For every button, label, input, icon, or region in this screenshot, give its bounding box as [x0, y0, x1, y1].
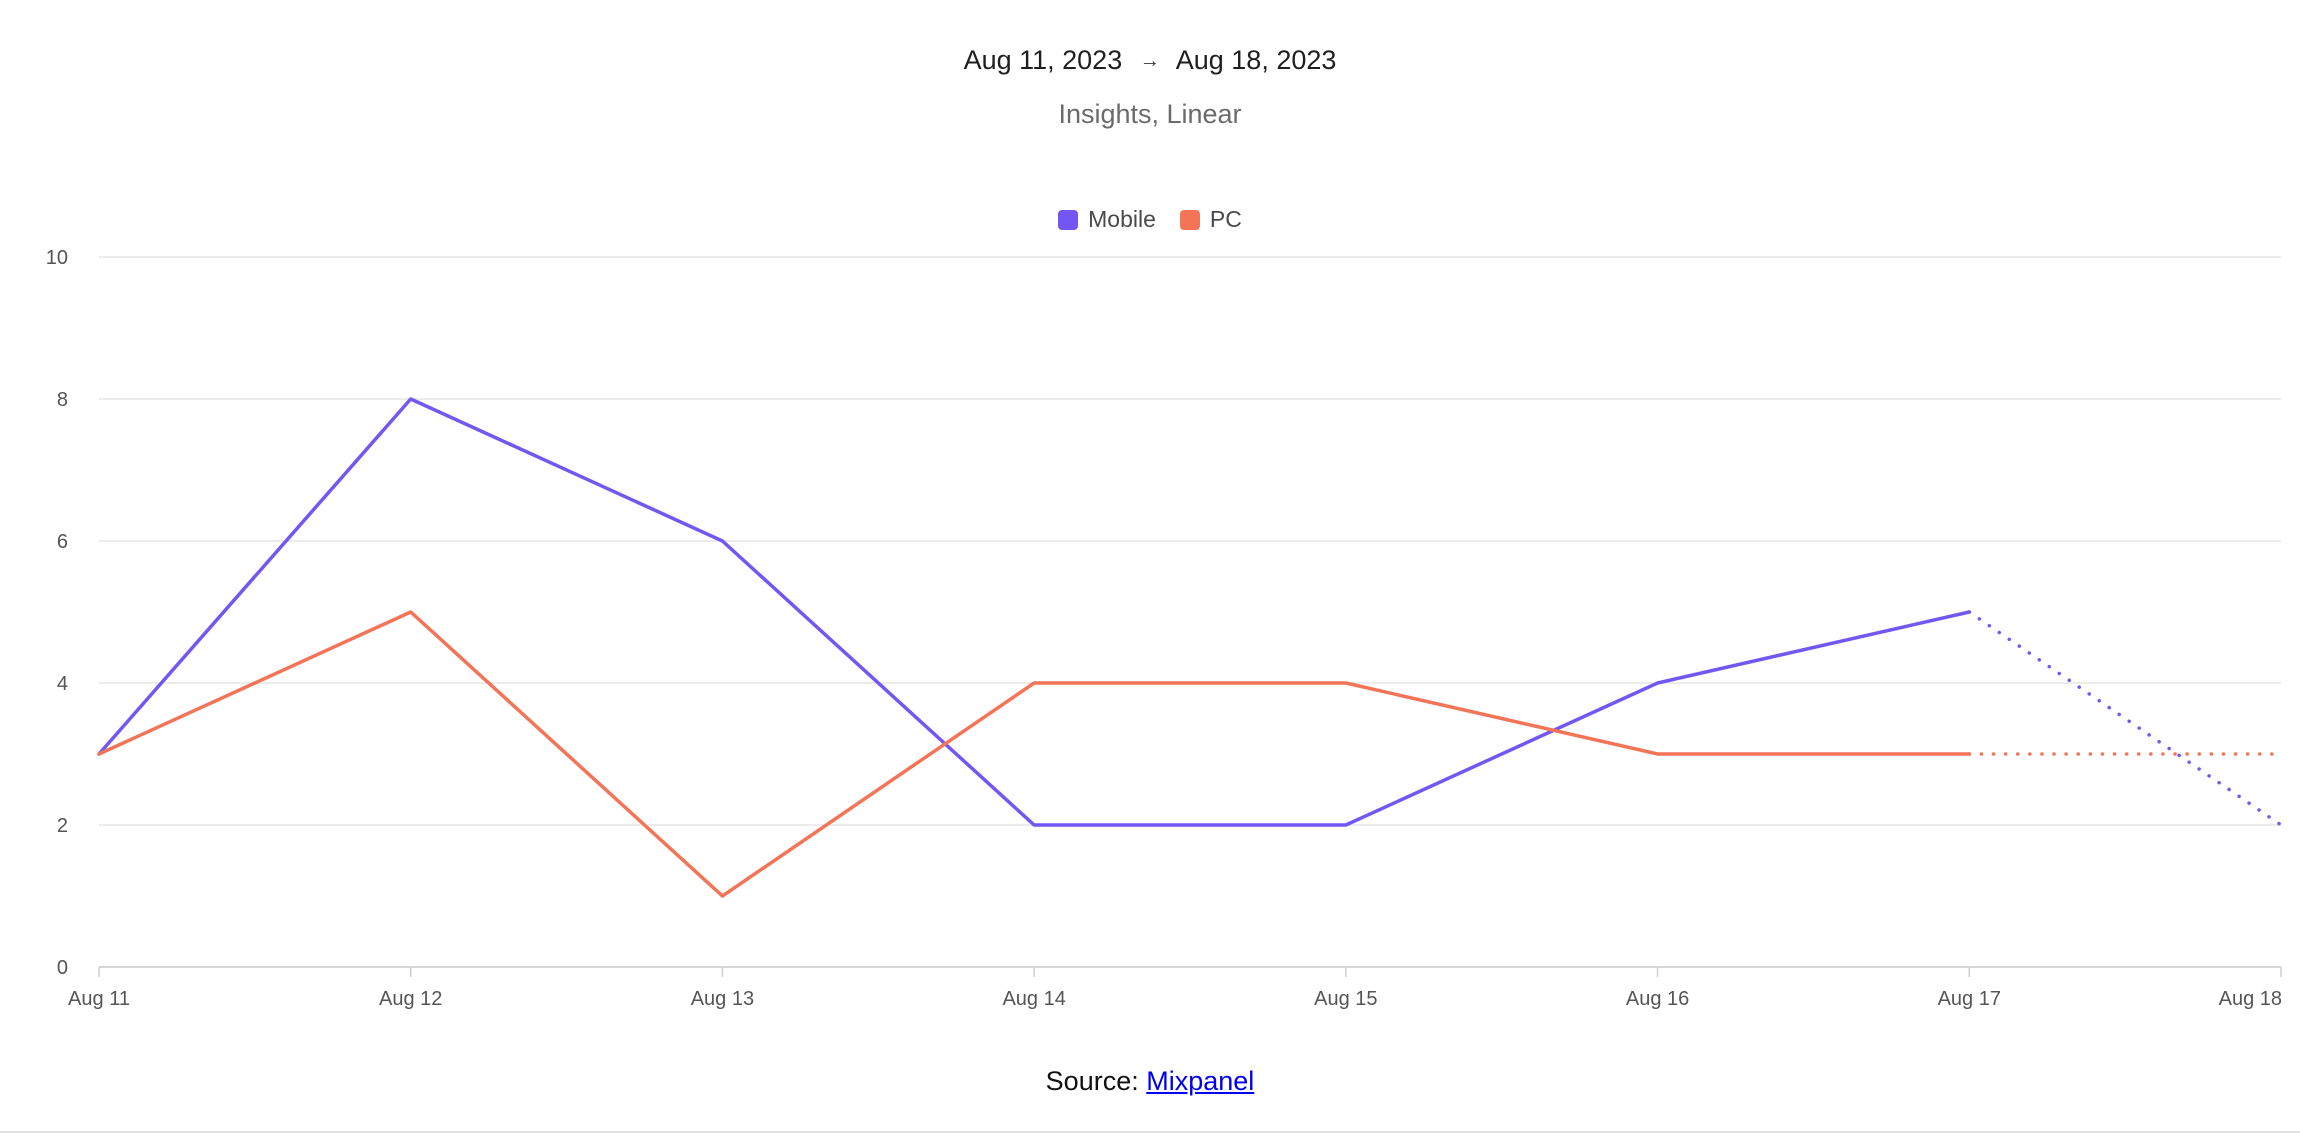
data-point-mobile	[2279, 823, 2283, 827]
source-link[interactable]: Mixpanel	[1146, 1066, 1255, 1096]
arrow-right-icon: →	[1139, 50, 1160, 72]
data-point-pc	[97, 752, 101, 756]
x-tick-label: Aug 13	[691, 988, 754, 1010]
data-point-pc	[1032, 681, 1036, 685]
chart-header: Aug 11, 2023 → Aug 18, 2023 Insights, Li…	[0, 40, 2300, 134]
legend-label: PC	[1209, 206, 1242, 232]
legend-label: Mobile	[1088, 206, 1156, 232]
source-label: Source:	[1045, 1066, 1139, 1096]
legend-swatch	[1179, 209, 1200, 230]
data-point-mobile	[409, 397, 413, 401]
legend-item-pc[interactable]: PC	[1179, 206, 1242, 233]
series-line-pc	[97, 610, 1972, 898]
data-point-pc	[1344, 681, 1348, 685]
y-tick-label: 2	[57, 815, 68, 837]
data-point-mobile	[1032, 823, 1036, 827]
data-point-mobile	[1967, 610, 1971, 614]
bottom-divider	[0, 1131, 2300, 1133]
series-line-projected-mobile	[1967, 610, 2283, 827]
data-point-mobile	[1656, 681, 1660, 685]
chart-subtitle: Insights, Linear	[1058, 99, 1242, 129]
x-tick-label: Aug 16	[1626, 988, 1689, 1010]
source-footer: Source: Mixpanel	[0, 1066, 2300, 1097]
chart-legend: Mobile PC	[0, 206, 2300, 233]
legend-item-mobile[interactable]: Mobile	[1058, 206, 1156, 233]
data-point-mobile	[720, 539, 724, 543]
y-tick-label: 0	[57, 957, 68, 979]
x-tick-label: Aug 18	[2219, 988, 2282, 1010]
data-point-mobile	[1344, 823, 1348, 827]
series-line-mobile	[97, 397, 1972, 827]
y-tick-label: 8	[57, 389, 68, 411]
data-point-pc	[720, 894, 724, 898]
y-tick-label: 4	[57, 673, 68, 695]
x-tick-label: Aug 12	[379, 988, 442, 1010]
data-point-pc	[1967, 752, 1971, 756]
x-tick-label: Aug 15	[1314, 988, 1377, 1010]
legend-swatch	[1058, 209, 1079, 230]
x-tick-label: Aug 11	[68, 988, 130, 1010]
end-date: Aug 18, 2023	[1175, 45, 1337, 75]
start-date: Aug 11, 2023	[963, 45, 1123, 75]
data-point-pc	[2279, 752, 2283, 756]
x-tick-label: Aug 14	[1002, 988, 1065, 1010]
data-point-pc	[409, 610, 413, 614]
y-tick-label: 6	[57, 531, 68, 553]
y-tick-label: 10	[46, 247, 68, 269]
date-range: Aug 11, 2023 → Aug 18, 2023	[0, 40, 2300, 80]
x-tick-label: Aug 17	[1938, 988, 2001, 1010]
data-point-pc	[1656, 752, 1660, 756]
